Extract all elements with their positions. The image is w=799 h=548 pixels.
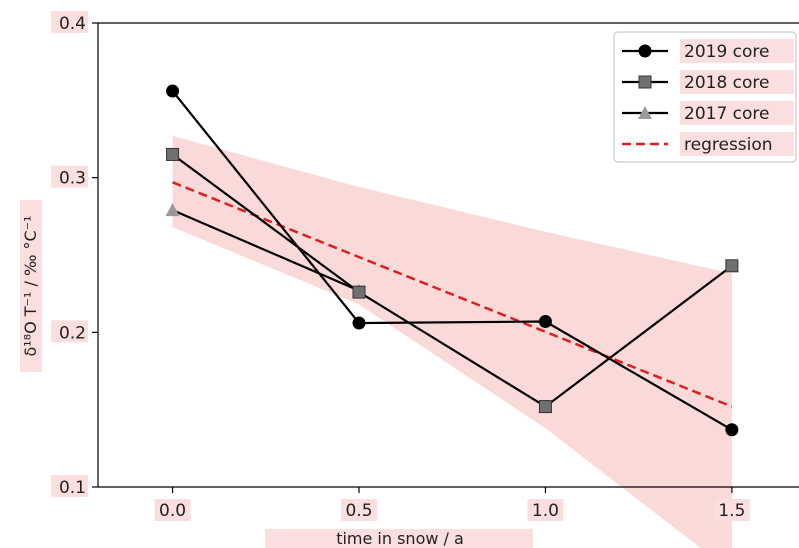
x-tick-label-highlight [341,499,378,521]
x-tick-label: 1.5 [718,501,745,521]
data-point [166,84,180,98]
series-line [171,153,733,408]
x-tick-label: 0.5 [345,501,372,521]
legend-entry: regression [622,132,794,156]
legend-entry: 2017 core [622,101,794,125]
legend-label-highlight [680,70,794,94]
series-regression [172,181,733,408]
x-tick-label: 1.0 [532,501,559,521]
legend-label: 2017 core [684,104,770,124]
y-tick-label-highlight [51,320,88,343]
data-point [725,259,739,273]
legend-label: regression [684,135,773,155]
y-tick-label: 0.3 [59,169,86,189]
data-point [538,400,552,414]
legend-label-highlight [680,101,794,125]
data-point [165,203,180,217]
legend-label: 2018 core [684,73,770,93]
x-axis-label: time in snow / a [336,529,464,548]
series-line [172,181,733,408]
y-tick-label: 0.1 [59,478,86,498]
data-point [538,315,552,329]
series-2018-core [166,147,739,414]
y-axis-label: δ¹⁸O T⁻¹ / ‰ °C⁻¹ [21,215,40,356]
legend: 2019 core 2018 core 2017 core regression [613,31,797,163]
series-line [172,209,360,292]
legend-label-highlight [680,39,794,63]
x-tick-label: 0.0 [159,501,186,521]
y-tick-label: 0.2 [59,323,86,343]
legend-label-highlight [680,132,794,156]
y-axis-label-highlight [20,200,42,372]
data-point [352,285,366,299]
legend-frame [613,31,797,163]
data-point [725,423,739,437]
series-2019-core [166,84,739,437]
x-tick-label-highlight [154,499,191,521]
legend-entry: 2019 core [622,39,794,63]
y-tick-label-highlight [51,165,88,188]
y-tick-label-highlight [51,11,88,33]
x-tick-label-highlight [713,499,750,521]
legend-entry: 2018 core [622,70,794,94]
series-line [171,90,733,431]
x-tick-label-highlight [527,499,564,521]
data-point [166,147,180,161]
x-axis-label-highlight [265,529,533,548]
confidence-band [172,135,732,548]
legend-label: 2019 core [684,42,770,62]
legend-marker [638,106,652,119]
data-point [352,316,366,330]
y-tick-label-highlight [51,475,88,497]
legend-marker [638,75,652,89]
y-tick-label: 0.4 [59,14,86,34]
legend-marker [638,44,652,58]
